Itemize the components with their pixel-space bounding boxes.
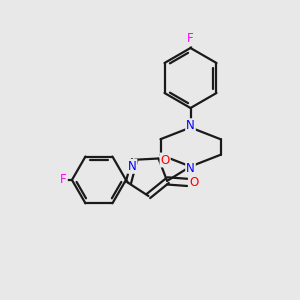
Text: N: N	[128, 160, 136, 173]
Text: F: F	[187, 32, 194, 46]
Text: O: O	[160, 154, 170, 166]
Text: O: O	[189, 176, 198, 189]
Text: N: N	[186, 119, 195, 132]
Text: N: N	[186, 162, 195, 175]
Text: F: F	[60, 173, 67, 186]
